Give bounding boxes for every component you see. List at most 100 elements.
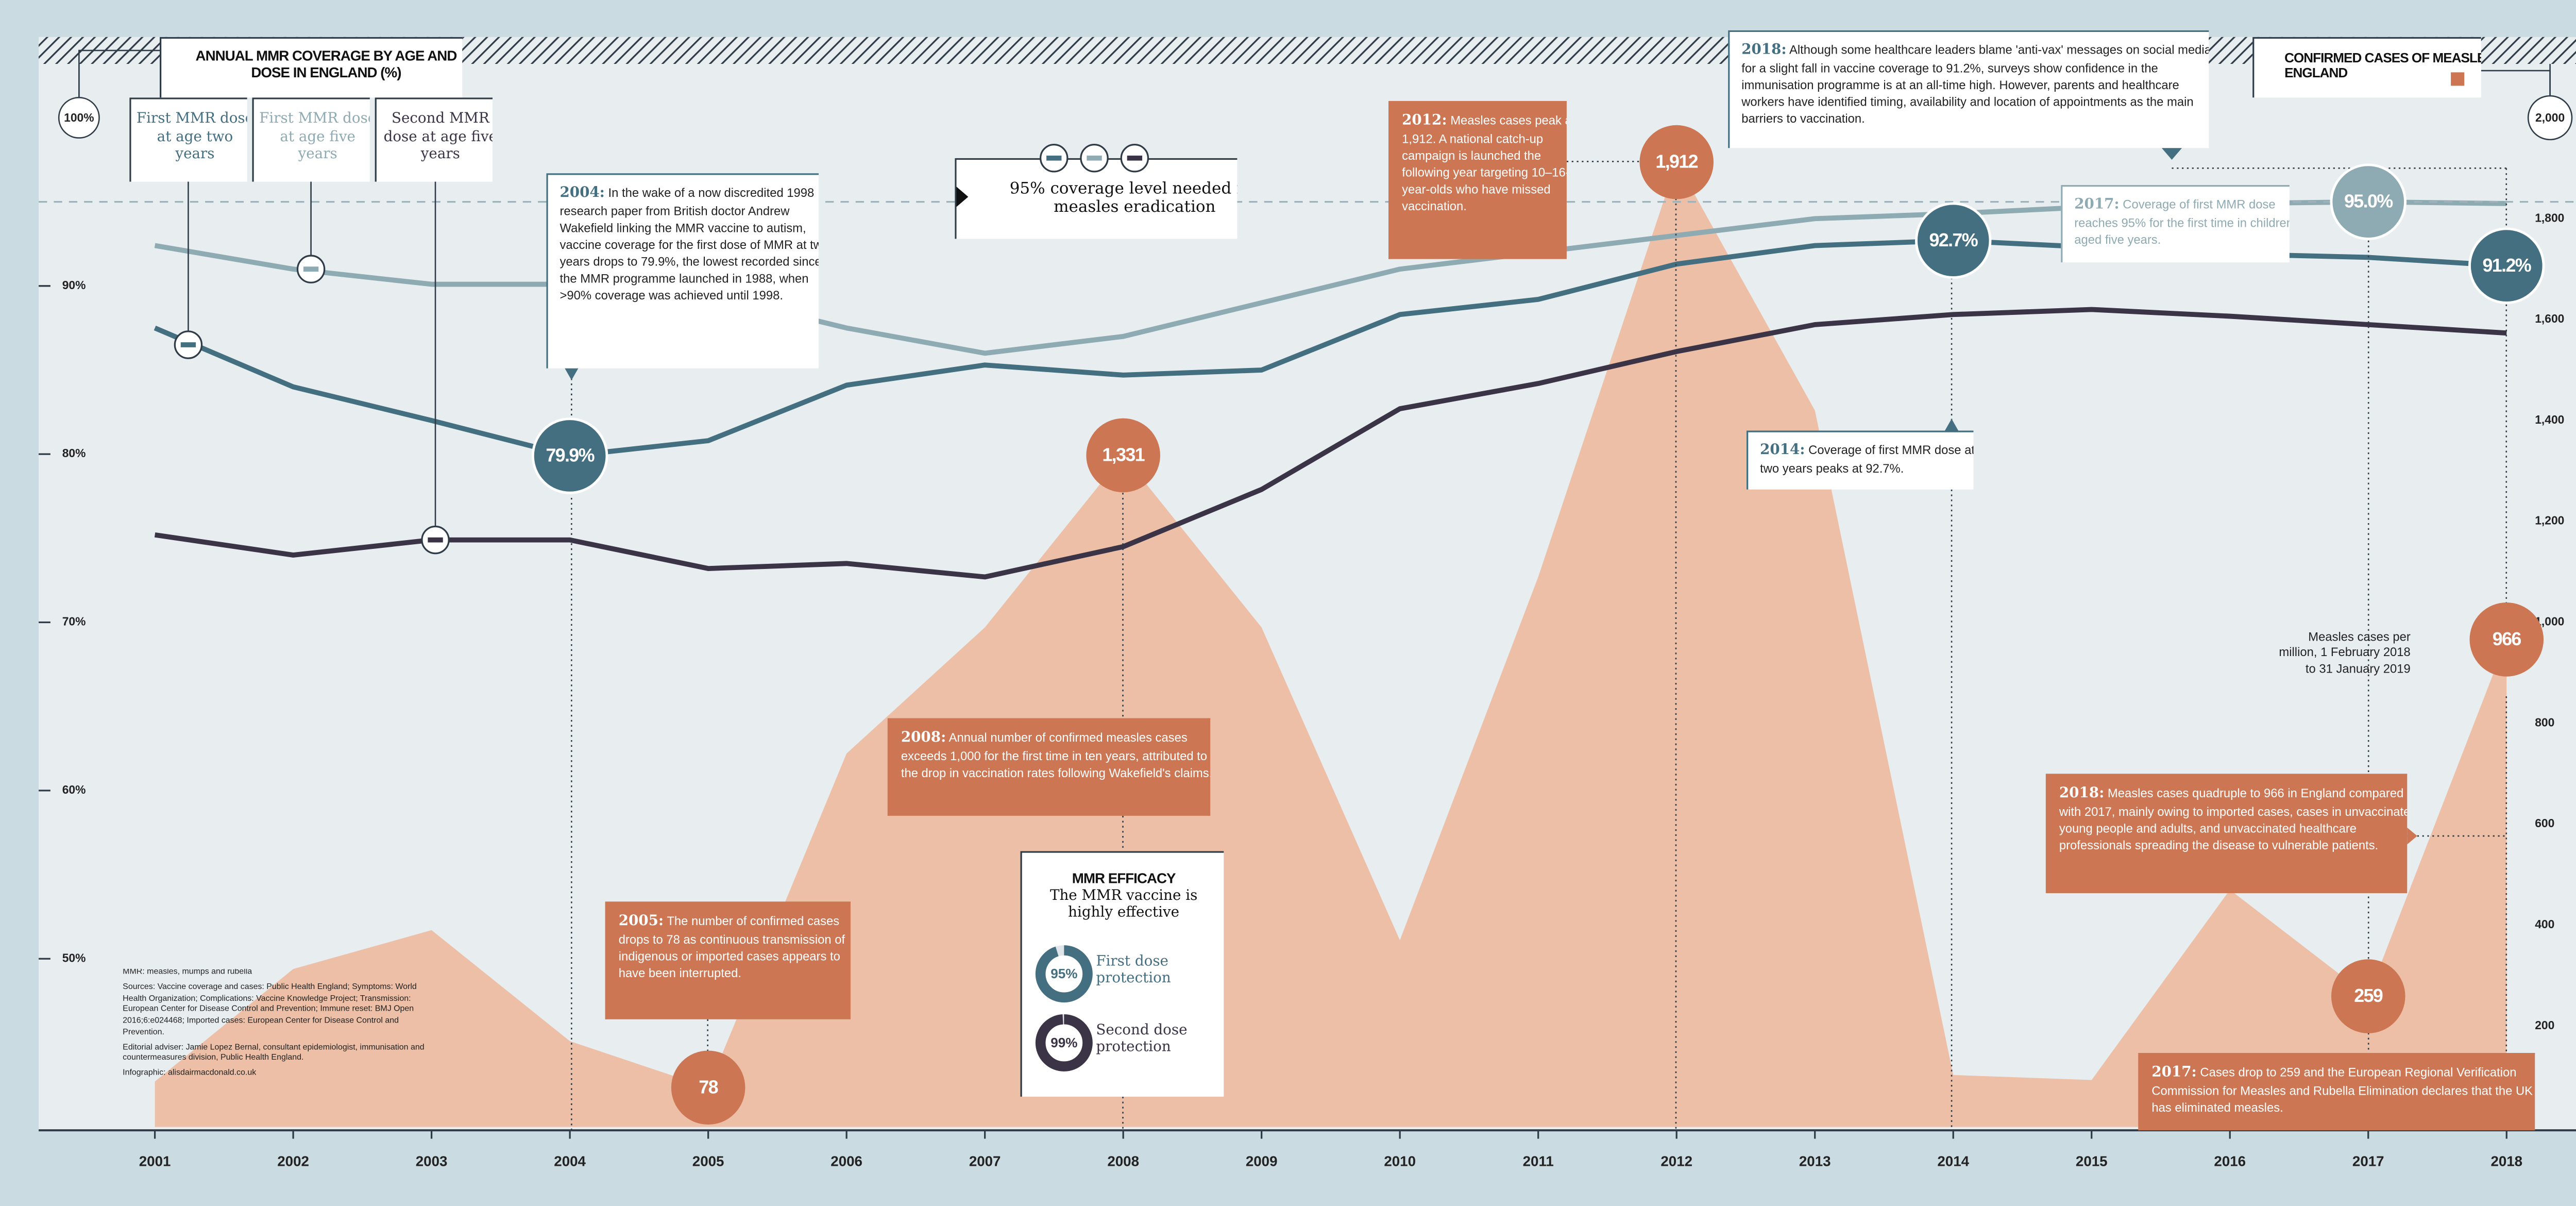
annotation-body: 2017: Coverage of first MMR dose reaches… bbox=[2061, 185, 2290, 263]
x-tick-label: 2010 bbox=[1384, 1153, 1416, 1169]
annotation-lead: 2017: bbox=[2074, 196, 2120, 214]
area-layer bbox=[155, 162, 2507, 1127]
legend-item-body: Second MMR dose at age five years bbox=[375, 97, 493, 182]
annotation-lead: 2004: bbox=[560, 185, 605, 202]
annotation-body: 2017: Cases drop to 259 and the European… bbox=[2138, 1053, 2535, 1131]
annotation-text: Cases drop to 259 and the European Regio… bbox=[2151, 1064, 2533, 1116]
value-badge bbox=[2331, 959, 2405, 1033]
note-text: Measles cases per million, 1 February 20… bbox=[2279, 629, 2411, 676]
value-badge bbox=[1086, 418, 1160, 493]
donut-value bbox=[1035, 945, 1093, 1003]
legend-item-body: First MMR dose at age two years bbox=[129, 97, 247, 182]
efficacy-subtitle: The MMR vaccine is highly effective bbox=[1049, 888, 1198, 923]
y2-tick-label: 1,400 bbox=[2535, 413, 2564, 426]
source-line: Infographic: alisdairmacdonald.co.uk bbox=[123, 1070, 257, 1079]
legend-item-body: First MMR dose at age five years bbox=[252, 97, 370, 182]
annotation-body: 2004: In the wake of a now discredited 1… bbox=[546, 173, 819, 368]
annotation-text: Annual number of confirmed measles cases… bbox=[901, 730, 1211, 781]
x-tick-label: 2007 bbox=[969, 1153, 1001, 1169]
legend-item: First MMR dose at age two years bbox=[129, 97, 247, 182]
legend-item: Second MMR dose at age five years bbox=[375, 97, 493, 182]
annotation-text: The number of confirmed cases drops to 7… bbox=[618, 913, 845, 981]
annotation-text: In the wake of a now discredited 1998 re… bbox=[560, 185, 819, 303]
value-badge bbox=[2469, 602, 2544, 677]
x-tick-label: 2018 bbox=[2490, 1153, 2522, 1169]
annotation: 2012: Measles cases peak at 1,912. A nat… bbox=[1388, 100, 1567, 259]
x-tick-label: 2005 bbox=[692, 1153, 724, 1169]
value-label: 95.0% bbox=[2344, 191, 2393, 212]
value-badge bbox=[2330, 163, 2406, 240]
x-tick-label: 2003 bbox=[416, 1153, 448, 1169]
efficacy-label: Second dose protection bbox=[1096, 1023, 1188, 1057]
main-layer: 2001 2002 2003 2004 2005 2006 2007 2008 2009 2010… bbox=[39, 30, 2576, 1169]
x-tick-label: 2015 bbox=[2076, 1153, 2108, 1169]
efficacy-item-body: Second dose protection bbox=[1096, 1023, 1213, 1066]
annotation-lead: 2005: bbox=[618, 913, 664, 930]
annotation-lead: 2008: bbox=[901, 730, 946, 747]
x-tick-label: 2016 bbox=[2214, 1153, 2246, 1169]
y2-tick-label: 2,000 bbox=[2535, 111, 2565, 124]
y2-tick-label: 1,600 bbox=[2535, 312, 2564, 325]
value-badge bbox=[2468, 227, 2545, 304]
measles-area bbox=[155, 162, 2507, 1127]
legend-title-text: ANNUAL MMR COVERAGE BY AGE AND DOSE IN E… bbox=[195, 47, 457, 81]
annotation-pointer bbox=[565, 368, 579, 380]
legend-title: CONFIRMED CASES OF MEASLES IN ENGLAND bbox=[2252, 37, 2481, 98]
legend-item: First MMR dose at age five years bbox=[252, 97, 370, 182]
y2-tick-label: 800 bbox=[2535, 715, 2554, 729]
y2-tick-label: 600 bbox=[2535, 816, 2554, 830]
value-label: 1,331 bbox=[1102, 445, 1144, 465]
y-tick-label: 70% bbox=[62, 615, 86, 628]
annotation-lead: 2018: bbox=[1741, 42, 1787, 59]
efficacy-item-body: First dose protection bbox=[1096, 953, 1213, 997]
efficacy-box-body: MMR EFFICACY The MMR vaccine is highly ef… bbox=[1020, 851, 1224, 1097]
annotation: 2014: Coverage of first MMR dose at two … bbox=[1747, 430, 1974, 490]
x-tick-label: 2006 bbox=[831, 1153, 862, 1169]
donut-label: 95% bbox=[1050, 966, 1077, 981]
x-tick-label: 2001 bbox=[139, 1153, 171, 1169]
annotation-lead: 2017: bbox=[2151, 1064, 2197, 1082]
annotation-lead: 2014: bbox=[1760, 442, 1805, 459]
annotation-body: 2018: Measles cases quadruple to 966 in … bbox=[2045, 774, 2408, 893]
source-line: Editorial adviser: Jamie Lopez Bernal, c… bbox=[123, 1044, 425, 1064]
y2-tick-label: 400 bbox=[2535, 917, 2554, 931]
legend-connector bbox=[78, 49, 160, 98]
x-tick-label: 2002 bbox=[277, 1153, 309, 1169]
y2-tick-label: 1,800 bbox=[2535, 211, 2564, 224]
annotation: 2017: Coverage of first MMR dose reaches… bbox=[2061, 185, 2290, 263]
y2-tick-label: 200 bbox=[2535, 1018, 2554, 1032]
efficacy-label: First dose protection bbox=[1096, 953, 1171, 988]
annotation-text: Coverage of first MMR dose at two years … bbox=[1760, 442, 1974, 477]
annotation-body: 2018: Although some healthcare leaders b… bbox=[1728, 30, 2209, 148]
note: Measles cases per million, 1 February 20… bbox=[2279, 629, 2411, 676]
value-label: 1,912 bbox=[1655, 152, 1698, 172]
legend-title-body: CONFIRMED CASES OF MEASLES IN ENGLAND bbox=[2252, 37, 2481, 98]
legend-label: Second MMR dose at age five years bbox=[383, 111, 493, 164]
annotation: 2018: Measles cases quadruple to 966 in … bbox=[2045, 774, 2408, 893]
donut-label: 99% bbox=[1050, 1035, 1077, 1050]
value-badge bbox=[1915, 202, 1992, 279]
annotation-body: 2008: Annual number of confirmed measles… bbox=[887, 718, 1211, 816]
y-tick-label: 100% bbox=[64, 111, 94, 124]
source-line: Sources: Vaccine coverage and cases: Pub… bbox=[123, 984, 417, 1037]
sources: MMR: measles, mumps and rubella Sources: … bbox=[123, 969, 425, 1079]
annotation-lead: 2018: bbox=[2059, 785, 2105, 802]
x-tick-label: 2004 bbox=[554, 1153, 586, 1169]
annotation-body: 2005: The number of confirmed cases drop… bbox=[605, 901, 851, 1019]
value-badge bbox=[531, 417, 608, 494]
annotation-lead: 2012: bbox=[1402, 112, 1447, 130]
annotation: 2017: Cases drop to 259 and the European… bbox=[2138, 1053, 2535, 1131]
efficacy-box: MMR EFFICACY The MMR vaccine is highly ef… bbox=[1020, 851, 1224, 1097]
value-badge bbox=[1639, 125, 1714, 199]
annotation-text: Although some healthcare leaders blame '… bbox=[1741, 42, 2209, 126]
legend-title-body: ANNUAL MMR COVERAGE BY AGE AND DOSE IN E… bbox=[159, 37, 463, 98]
value-label: 78 bbox=[699, 1077, 718, 1097]
x-tick-label: 2012 bbox=[1660, 1153, 1692, 1169]
annotation-body: 2014: Coverage of first MMR dose at two … bbox=[1747, 430, 1974, 490]
y-tick-label: 80% bbox=[62, 446, 86, 460]
x-tick-label: 2017 bbox=[2352, 1153, 2384, 1169]
y-tick-label: 90% bbox=[62, 278, 86, 292]
